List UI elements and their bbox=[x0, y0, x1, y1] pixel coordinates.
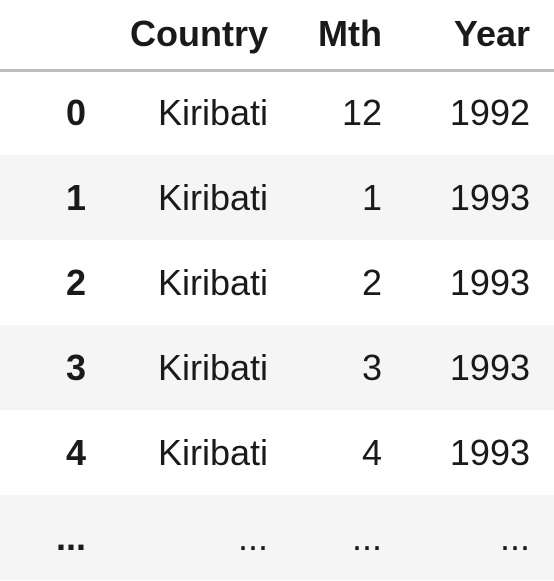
table-header: Country Mth Year bbox=[0, 0, 554, 70]
mth-cell: 3 bbox=[361, 346, 382, 388]
mth-cell: 2 bbox=[361, 261, 382, 303]
mth-header: Mth bbox=[318, 13, 382, 55]
year-cell: 1993 bbox=[449, 431, 530, 473]
country-cell: Kiribati bbox=[157, 92, 268, 134]
country-cell: Kiribati bbox=[157, 346, 268, 388]
table-row: 4 Kiribati 4 1993 bbox=[0, 410, 554, 495]
year-header: Year bbox=[453, 13, 530, 55]
row-index: 1 bbox=[65, 176, 86, 218]
year-ellipsis: ... bbox=[499, 516, 530, 558]
row-index: 3 bbox=[65, 346, 86, 388]
country-header: Country bbox=[130, 13, 268, 55]
row-index-ellipsis: ... bbox=[55, 516, 86, 558]
year-cell: 1993 bbox=[449, 261, 530, 303]
header-row: Country Mth Year bbox=[0, 0, 554, 70]
mth-cell: 1 bbox=[361, 176, 382, 218]
row-index: 4 bbox=[65, 431, 86, 473]
table-row: 2 Kiribati 2 1993 bbox=[0, 240, 554, 325]
row-index: 2 bbox=[65, 261, 86, 303]
table-row: 1 Kiribati 1 1993 bbox=[0, 155, 554, 240]
table-row: 0 Kiribati 12 1992 bbox=[0, 70, 554, 155]
country-cell: Kiribati bbox=[157, 261, 268, 303]
country-cell: Kiribati bbox=[157, 431, 268, 473]
index-header bbox=[0, 0, 108, 70]
row-index: 0 bbox=[65, 92, 86, 134]
country-ellipsis: ... bbox=[237, 516, 268, 558]
table-row: 3 Kiribati 3 1993 bbox=[0, 325, 554, 410]
ellipsis-row: ... ... ... ... bbox=[0, 495, 554, 580]
table-body: 0 Kiribati 12 1992 1 Kiribati 1 1993 2 K… bbox=[0, 70, 554, 580]
mth-ellipsis: ... bbox=[351, 516, 382, 558]
country-cell: Kiribati bbox=[157, 176, 268, 218]
year-cell: 1992 bbox=[449, 92, 530, 134]
mth-cell: 4 bbox=[361, 431, 382, 473]
mth-cell: 12 bbox=[341, 92, 382, 134]
year-cell: 1993 bbox=[449, 176, 530, 218]
year-cell: 1993 bbox=[449, 346, 530, 388]
